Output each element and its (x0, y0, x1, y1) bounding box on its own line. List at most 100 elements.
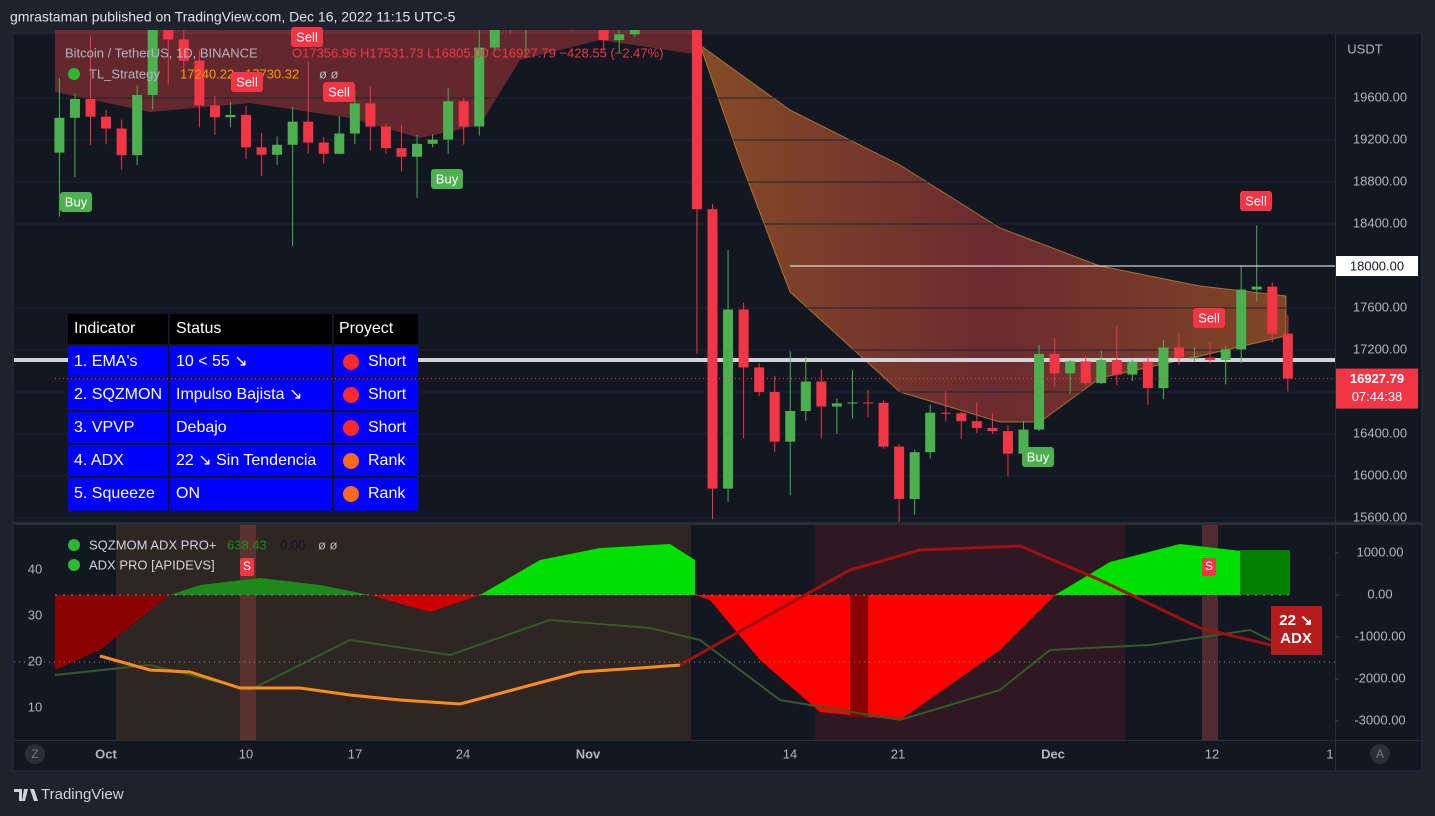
zoom-button-label[interactable]: Z (31, 747, 38, 761)
candle-body (863, 402, 873, 404)
auto-button[interactable] (1370, 744, 1390, 764)
candle-body (1080, 361, 1091, 384)
signal-label: Sell (1198, 310, 1220, 325)
signal-label: Sell (296, 29, 318, 44)
price-tick-label: 17200.00 (1353, 341, 1407, 356)
time-label: 12 (1205, 746, 1219, 761)
time-label: 14 (783, 746, 797, 761)
right-tick-label: -3000.00 (1354, 712, 1405, 727)
candle-body (132, 94, 143, 156)
momentum-pos (480, 544, 695, 595)
right-tick-label: -1000.00 (1354, 628, 1405, 643)
candle-body (1267, 286, 1278, 334)
time-label: 17 (348, 746, 362, 761)
status-dot (343, 486, 359, 502)
squeeze-signal-text: S (1205, 559, 1213, 573)
candle-body (318, 142, 329, 154)
momentum-neg (55, 595, 170, 670)
candle-body (1251, 286, 1262, 290)
signal-label-box (291, 27, 323, 47)
status-table (68, 314, 418, 511)
candle-body (427, 139, 438, 144)
right-tick-label: -2000.00 (1354, 670, 1405, 685)
price-tick-label: 17600.00 (1353, 299, 1407, 314)
left-tick-label: 30 (28, 607, 42, 622)
countdown: 07:44:38 (1352, 389, 1403, 404)
adx-badge-label: ADX (1280, 630, 1312, 647)
table-cell: Short (368, 353, 407, 370)
momentum-pos (1240, 550, 1290, 595)
signal-label-box (323, 82, 355, 102)
table-cell: Debajo (176, 419, 227, 436)
candle-body (101, 116, 112, 129)
candle-body (847, 402, 858, 404)
strategy-value: 17240.22 (180, 66, 234, 81)
candle-body (1065, 361, 1076, 374)
candle-body (380, 126, 391, 149)
table-cell: 22 ↘ Sin Tendencia (176, 452, 316, 469)
time-label: Dec (1041, 746, 1065, 761)
candle-body (209, 105, 220, 118)
candle-body (1018, 429, 1029, 454)
signal-label-box (231, 72, 263, 92)
table-cell: Rank (368, 485, 406, 502)
candle-body (1049, 353, 1060, 374)
candle-body (1034, 353, 1045, 430)
di-line (54, 618, 1291, 722)
candle-body (1282, 333, 1293, 379)
signal-label-box (1022, 447, 1054, 467)
squeeze-signal (240, 558, 254, 576)
candle-body (178, 39, 189, 61)
momentum-neg (850, 595, 868, 717)
indicator-name: ADX PRO [APIDEVS] (89, 557, 215, 572)
table-cell: Impulso Bajista ↘ (176, 386, 302, 403)
symbol: Bitcoin / TetherUS, 1D, BINANCE (65, 45, 258, 60)
candle-body (1236, 289, 1247, 350)
signal-label: Sell (328, 84, 350, 99)
candle-body (412, 143, 423, 157)
price-tick-label: 15600.00 (1353, 509, 1407, 524)
candle-body (691, 30, 702, 210)
candle-body (629, 30, 640, 35)
table-header-cell: Proyect (339, 320, 394, 337)
candle-body (909, 452, 920, 500)
candle-body (738, 309, 749, 368)
auto-button-label[interactable]: A (1376, 747, 1384, 761)
candle-body (225, 114, 236, 118)
candle-body (458, 101, 469, 127)
time-label: 24 (456, 746, 470, 761)
candle-body (831, 403, 842, 407)
adx-line-strong (679, 544, 1291, 667)
footer-brand: TradingView (41, 786, 124, 803)
signal-label-box (1240, 191, 1272, 211)
candle-body (1158, 347, 1169, 389)
time-label: Oct (95, 746, 117, 761)
status-dot (343, 453, 359, 469)
candle-body (1002, 431, 1013, 454)
candle-body (614, 34, 625, 41)
candle-body (303, 121, 314, 143)
signal-label: Buy (65, 194, 88, 209)
left-tick-label: 20 (28, 653, 42, 668)
candle-body (1127, 361, 1138, 375)
time-label: 21 (891, 746, 905, 761)
indicator-pane (14, 525, 1335, 740)
indicator-value: 0.00 (280, 537, 305, 552)
adx-badge-value: 22 ↘ (1279, 612, 1312, 629)
squeeze-signal (1202, 558, 1216, 576)
candle-body (1205, 357, 1216, 361)
tv-logo (14, 789, 38, 801)
price-tick-label: 18800.00 (1353, 173, 1407, 188)
right-tick-label: 1000.00 (1357, 544, 1404, 559)
level-badge (1336, 256, 1418, 277)
table-cell: 3. VPVP (74, 419, 134, 436)
candle-body (723, 309, 734, 489)
price-tick-label: 19600.00 (1353, 89, 1407, 104)
candle-body (163, 30, 174, 40)
zoom-button[interactable] (25, 744, 45, 764)
price-tick-label: 18400.00 (1353, 215, 1407, 230)
candle-body (956, 413, 967, 422)
candle-body (987, 427, 998, 432)
candle-body (241, 114, 251, 148)
